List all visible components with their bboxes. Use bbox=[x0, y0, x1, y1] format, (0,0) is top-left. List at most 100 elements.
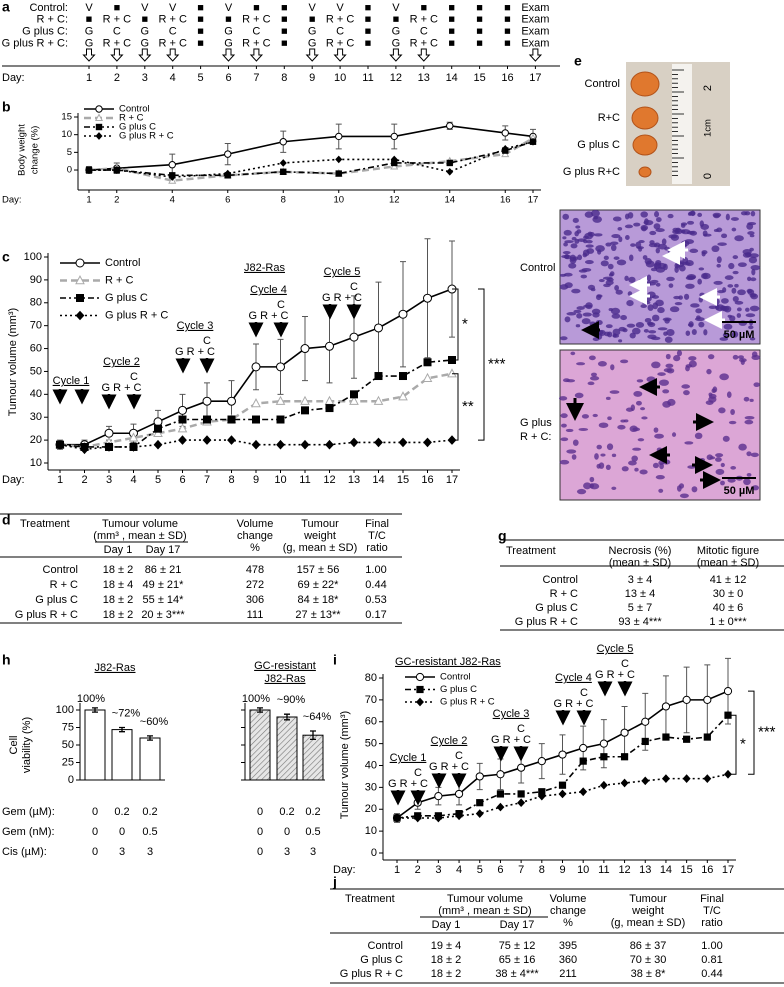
nucleus bbox=[737, 355, 744, 360]
marker bbox=[153, 439, 163, 450]
nucleus bbox=[657, 372, 666, 376]
nucleus bbox=[590, 209, 600, 217]
nucleus bbox=[578, 427, 589, 431]
day-label: 15 bbox=[473, 72, 485, 84]
cycle-label: Cycle 5 bbox=[597, 643, 634, 655]
table-header: % bbox=[250, 542, 260, 554]
bar bbox=[111, 729, 133, 781]
marker bbox=[423, 293, 432, 303]
schedule-entry: ■ bbox=[197, 2, 204, 14]
nucleus bbox=[587, 231, 593, 237]
table-header: (g, mean ± SD) bbox=[611, 917, 686, 929]
nucleus bbox=[580, 274, 588, 279]
schedule-entry: Exam bbox=[521, 2, 549, 14]
schedule-entry: Exam bbox=[521, 14, 549, 26]
schedule-entry: C bbox=[113, 26, 121, 38]
series-line bbox=[397, 773, 729, 819]
nucleus bbox=[750, 210, 756, 217]
nucleus bbox=[561, 423, 567, 428]
legend-label: G plus R + C bbox=[119, 131, 174, 142]
group-label: G plus C bbox=[577, 139, 620, 151]
table-cell: 84 ± 18* bbox=[298, 594, 340, 606]
condition-value: 3 bbox=[147, 846, 153, 858]
marker bbox=[447, 368, 457, 378]
nucleus bbox=[751, 351, 758, 358]
value-label: ~60% bbox=[140, 716, 169, 728]
marker bbox=[641, 737, 649, 746]
nucleus bbox=[716, 256, 722, 264]
nucleus bbox=[630, 243, 636, 247]
nucleus bbox=[581, 414, 589, 419]
table-cell: Control bbox=[43, 564, 78, 576]
schedule-entry: ■ bbox=[281, 2, 288, 14]
nucleus bbox=[609, 390, 620, 394]
marker bbox=[224, 150, 232, 158]
table-cell: 272 bbox=[246, 579, 264, 591]
nucleus bbox=[722, 287, 727, 293]
nucleus bbox=[646, 376, 656, 383]
day-label: 13 bbox=[418, 72, 430, 84]
table-header: (mean ± SD) bbox=[609, 557, 671, 569]
table-cell: 157 ± 56 bbox=[297, 564, 340, 576]
significance-label: *** bbox=[758, 724, 776, 741]
marker bbox=[76, 294, 84, 302]
x-tick-label: 6 bbox=[225, 195, 230, 206]
table-cell: 75 ± 12 bbox=[499, 940, 536, 952]
significance-bracket bbox=[452, 373, 459, 441]
marker bbox=[85, 166, 93, 174]
nucleus bbox=[564, 240, 574, 244]
nucleus bbox=[563, 229, 572, 236]
schedule-entry: ■ bbox=[476, 37, 483, 49]
day-label: 17 bbox=[529, 72, 541, 84]
y-tick-label: 0 bbox=[371, 847, 377, 859]
nucleus bbox=[664, 336, 673, 343]
schedule-entry: ■ bbox=[253, 2, 260, 14]
nucleus bbox=[653, 427, 659, 433]
cycle-label: Cycle 4 bbox=[250, 284, 287, 296]
nucleus bbox=[656, 447, 663, 453]
condition-value: 3 bbox=[310, 846, 316, 858]
schedule-entry: ■ bbox=[448, 2, 455, 14]
nucleus bbox=[640, 407, 646, 411]
table-cell: G plus C bbox=[360, 954, 403, 966]
panel-letter: d bbox=[2, 512, 11, 528]
nucleus bbox=[674, 301, 683, 306]
nucleus bbox=[585, 244, 594, 248]
schedule-entry: ■ bbox=[420, 2, 427, 14]
schedule-entry: Exam bbox=[521, 37, 549, 49]
x-tick-label: 4 bbox=[130, 474, 136, 486]
cycle-drug: C bbox=[203, 335, 211, 347]
cycle-label: Cycle 2 bbox=[103, 356, 140, 368]
nucleus bbox=[652, 462, 659, 469]
nucleus bbox=[600, 260, 609, 267]
nucleus bbox=[628, 254, 634, 262]
table-cell: 18 ± 4 bbox=[103, 579, 134, 591]
schedule-entry: C bbox=[420, 26, 428, 38]
nucleus bbox=[721, 233, 728, 239]
ruler-label: 0 bbox=[702, 173, 714, 179]
day-label: 4 bbox=[170, 72, 176, 84]
nucleus bbox=[742, 252, 752, 258]
schedule-entry: ■ bbox=[281, 26, 288, 38]
x-tick-label: 1 bbox=[57, 474, 63, 486]
cycle-drug: G R + C bbox=[248, 310, 288, 322]
schedule-entry: G bbox=[308, 26, 317, 38]
nucleus bbox=[681, 262, 691, 266]
nucleus bbox=[746, 472, 752, 477]
nucleus bbox=[751, 268, 756, 276]
x-tick-label: 13 bbox=[639, 864, 651, 876]
marker bbox=[349, 437, 359, 448]
nucleus bbox=[634, 467, 639, 472]
significance-label: ** bbox=[462, 398, 474, 415]
nucleus bbox=[589, 483, 595, 489]
nucleus bbox=[658, 460, 665, 466]
nucleus bbox=[724, 275, 734, 280]
schedule-entry: V bbox=[392, 2, 400, 14]
table-cell: G plus R + C bbox=[15, 609, 78, 621]
y-tick-label: 40 bbox=[365, 759, 377, 771]
ruler bbox=[672, 64, 692, 184]
marker bbox=[350, 390, 358, 399]
table-cell: G plus C bbox=[535, 602, 578, 614]
nucleus bbox=[653, 223, 661, 230]
x-tick-label: 10 bbox=[274, 474, 286, 486]
